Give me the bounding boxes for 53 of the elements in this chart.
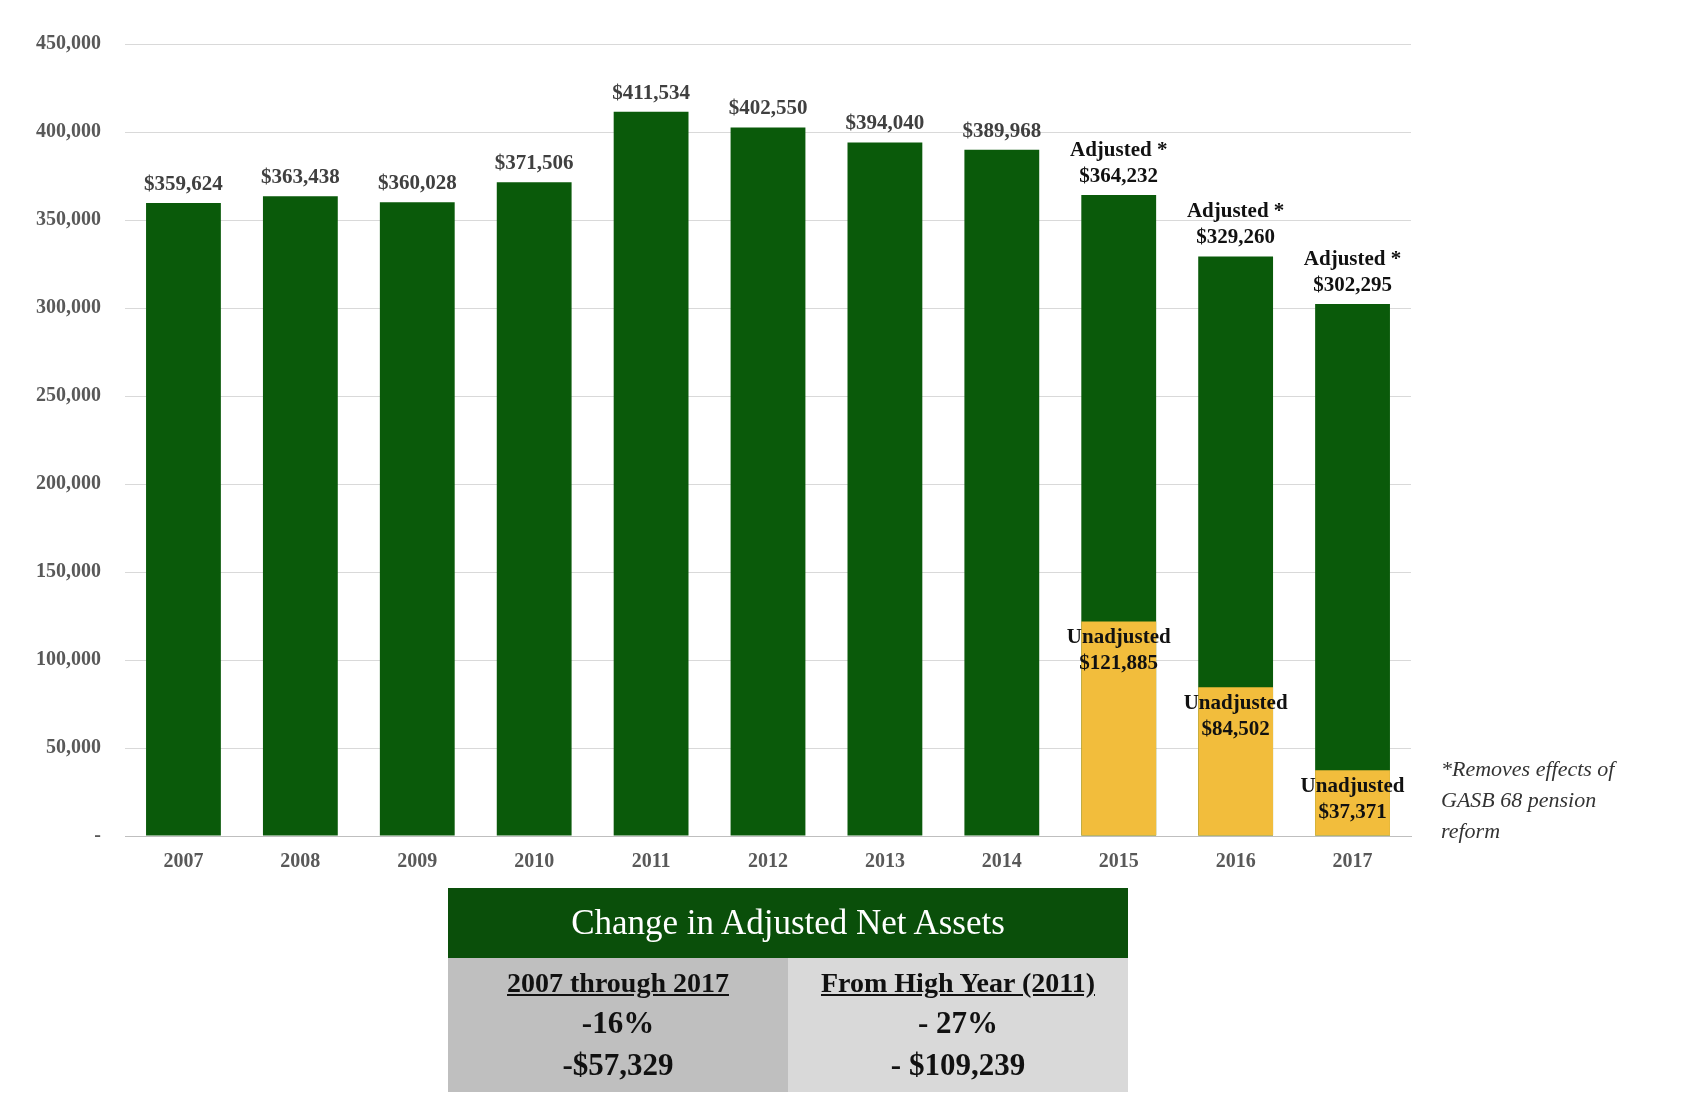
series-label: Adjusted * [1070,136,1168,161]
x-tick-label: 2014 [981,849,1022,872]
text: -16% [580,1004,656,1042]
x-tick-label: 2012 [748,849,788,872]
x-tick-label: 2017 [1332,849,1373,872]
y-tick-label: 150,000 [36,559,101,582]
bar [146,203,221,836]
text: From High Year (2011) [820,966,1096,1000]
bar [379,202,455,836]
bar [613,111,689,836]
bar [730,127,806,836]
y-tick-label: 100,000 [36,647,101,670]
data-label: $359,624 [144,170,224,195]
y-tick-label: - [94,823,101,846]
x-tick-label: 2010 [514,849,555,872]
bar [847,142,923,836]
bar [964,149,1040,836]
y-tick-label: 250,000 [36,383,101,406]
x-tick-label: 2016 [1215,849,1256,872]
data-label: $84,502 [1201,716,1270,741]
data-label: $371,506 [494,150,574,175]
bar [496,182,572,836]
text: Adjusted * [1186,198,1285,223]
data-label: $394,040 [845,110,925,135]
data-label: $37,371 [1318,799,1387,824]
y-tick-label: 50,000 [46,735,101,758]
data-label: $411,534 [612,79,691,104]
data-label: $363,438 [260,164,340,189]
text: - $109,239 [889,1046,1027,1084]
y-tick-label: 350,000 [36,207,101,230]
x-tick-label: 2008 [280,849,321,872]
text: Change in Adjusted Net Assets [448,888,1128,958]
bar [262,196,338,836]
x-tick-label: 2007 [163,849,204,872]
y-tick-label: 400,000 [36,119,101,142]
x-tick-label: 2011 [631,849,671,872]
text: - 27% [916,1004,1000,1042]
data-label: $360,028 [377,170,457,195]
y-tick-label: 300,000 [36,295,101,318]
x-tick-label: 2013 [864,849,905,872]
data-label: $302,295 [1313,271,1392,296]
x-tick-label: 2015 [1098,849,1139,872]
text: 2007 through 2017 [506,966,730,1000]
text: -$57,329 [561,1046,675,1084]
y-tick-label: 450,000 [36,31,101,54]
text: *Removes effects of GASB 68 pension reform [1441,756,1618,843]
data-label: $329,260 [1196,224,1276,249]
text: Adjusted * [1303,245,1402,270]
x-tick-label: 2009 [397,849,438,872]
data-label: $364,232 [1079,162,1159,187]
y-tick-label: 200,000 [36,471,101,494]
data-label: $389,968 [962,117,1042,142]
data-label: $402,550 [728,95,808,120]
